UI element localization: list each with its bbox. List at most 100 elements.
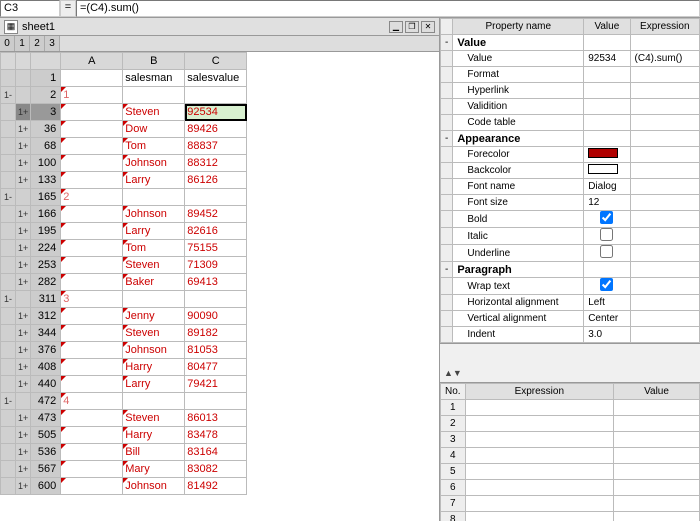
outline-toggle[interactable]: 1+ <box>16 308 31 325</box>
cell[interactable]: Steven <box>123 410 185 427</box>
outline-toggle[interactable] <box>16 393 31 410</box>
outline-toggle[interactable] <box>1 223 16 240</box>
row-header[interactable]: 36 <box>31 121 61 138</box>
prop-expr[interactable] <box>630 147 699 163</box>
prop-value[interactable]: Center <box>584 311 630 327</box>
tree-toggle[interactable]: - <box>441 131 453 147</box>
outline-toggle[interactable] <box>1 342 16 359</box>
outline-toggle[interactable] <box>16 87 31 104</box>
col-header-A[interactable]: A <box>61 53 123 70</box>
prop-checkbox[interactable] <box>600 211 613 224</box>
row-header[interactable]: 1 <box>31 70 61 87</box>
cell[interactable]: Tom <box>123 138 185 155</box>
expr-value-cell[interactable] <box>614 512 700 521</box>
sheet-tab[interactable]: sheet1 <box>22 21 55 33</box>
cell[interactable]: 75155 <box>185 240 247 257</box>
outline-toggle[interactable]: 1- <box>1 87 16 104</box>
outline-toggle[interactable] <box>1 240 16 257</box>
prop-expr[interactable] <box>630 195 699 211</box>
row-header[interactable]: 165 <box>31 189 61 206</box>
cell[interactable]: Johnson <box>123 206 185 223</box>
row-header[interactable]: 282 <box>31 274 61 291</box>
outline-toggle[interactable] <box>1 206 16 223</box>
cell[interactable]: 86013 <box>185 410 247 427</box>
prop-checkbox[interactable] <box>600 245 613 258</box>
prop-expr[interactable] <box>630 115 699 131</box>
row-header[interactable]: 253 <box>31 257 61 274</box>
outline-toggle[interactable]: 1+ <box>16 104 31 121</box>
cell[interactable] <box>61 240 123 257</box>
outline-toggle[interactable] <box>16 189 31 206</box>
row-header[interactable]: 440 <box>31 376 61 393</box>
cell[interactable]: 86126 <box>185 172 247 189</box>
cell[interactable] <box>185 87 247 104</box>
expr-value-cell[interactable] <box>614 416 700 432</box>
outline-level-0[interactable]: 0 <box>0 36 15 51</box>
cell[interactable]: Tom <box>123 240 185 257</box>
cell[interactable]: Larry <box>123 376 185 393</box>
row-header[interactable]: 536 <box>31 444 61 461</box>
outline-toggle[interactable] <box>1 478 16 495</box>
cell[interactable] <box>61 172 123 189</box>
prop-expr[interactable] <box>630 245 699 262</box>
prop-value[interactable] <box>584 99 630 115</box>
outline-toggle[interactable] <box>1 172 16 189</box>
prop-value[interactable] <box>584 115 630 131</box>
cell[interactable] <box>185 393 247 410</box>
outline-toggle[interactable]: 1- <box>1 189 16 206</box>
row-header[interactable]: 600 <box>31 478 61 495</box>
row-header[interactable]: 408 <box>31 359 61 376</box>
prop-value[interactable]: Dialog <box>584 179 630 195</box>
prop-expr[interactable] <box>630 211 699 228</box>
row-header[interactable]: 3 <box>31 104 61 121</box>
cell[interactable] <box>61 274 123 291</box>
expr-value-cell[interactable] <box>614 432 700 448</box>
prop-value[interactable] <box>584 228 630 245</box>
outline-toggle[interactable]: 1- <box>1 291 16 308</box>
cell[interactable]: Baker <box>123 274 185 291</box>
prop-expr[interactable] <box>630 163 699 179</box>
cell[interactable] <box>61 461 123 478</box>
outline-toggle[interactable] <box>1 325 16 342</box>
cell[interactable] <box>123 87 185 104</box>
outline-toggle[interactable]: 1+ <box>16 240 31 257</box>
expr-cell[interactable] <box>465 416 613 432</box>
cell[interactable] <box>61 223 123 240</box>
outline-toggle[interactable] <box>16 291 31 308</box>
outline-level-2[interactable]: 2 <box>30 36 45 51</box>
cell[interactable]: Johnson <box>123 478 185 495</box>
prop-value[interactable] <box>584 147 630 163</box>
cell[interactable] <box>61 359 123 376</box>
cell[interactable]: Larry <box>123 172 185 189</box>
outline-toggle[interactable]: 1+ <box>16 376 31 393</box>
cell[interactable]: 88837 <box>185 138 247 155</box>
cell[interactable]: Mary <box>123 461 185 478</box>
prop-value[interactable] <box>584 67 630 83</box>
expr-cell[interactable] <box>465 496 613 512</box>
cell[interactable]: 71309 <box>185 257 247 274</box>
cell[interactable]: 88312 <box>185 155 247 172</box>
row-header[interactable]: 376 <box>31 342 61 359</box>
prop-expr[interactable] <box>630 327 699 343</box>
prop-expr[interactable] <box>630 228 699 245</box>
outline-toggle[interactable]: 1+ <box>16 138 31 155</box>
prop-expr[interactable] <box>630 179 699 195</box>
outline-toggle[interactable] <box>1 444 16 461</box>
prop-expr[interactable] <box>630 83 699 99</box>
outline-toggle[interactable] <box>1 359 16 376</box>
outline-toggle[interactable]: 1+ <box>16 427 31 444</box>
expr-value-cell[interactable] <box>614 496 700 512</box>
cell[interactable]: Dow <box>123 121 185 138</box>
cell[interactable]: Johnson <box>123 342 185 359</box>
prop-value[interactable] <box>584 83 630 99</box>
outline-toggle[interactable]: 1+ <box>16 461 31 478</box>
prop-expr[interactable] <box>630 295 699 311</box>
cell[interactable] <box>61 376 123 393</box>
prop-checkbox[interactable] <box>600 278 613 291</box>
row-header[interactable]: 166 <box>31 206 61 223</box>
cell[interactable]: 1 <box>61 87 123 104</box>
formula-input[interactable]: =(C4).sum() <box>76 0 700 17</box>
tree-toggle[interactable]: - <box>441 35 453 51</box>
cell[interactable]: 82616 <box>185 223 247 240</box>
outline-toggle[interactable]: 1+ <box>16 206 31 223</box>
